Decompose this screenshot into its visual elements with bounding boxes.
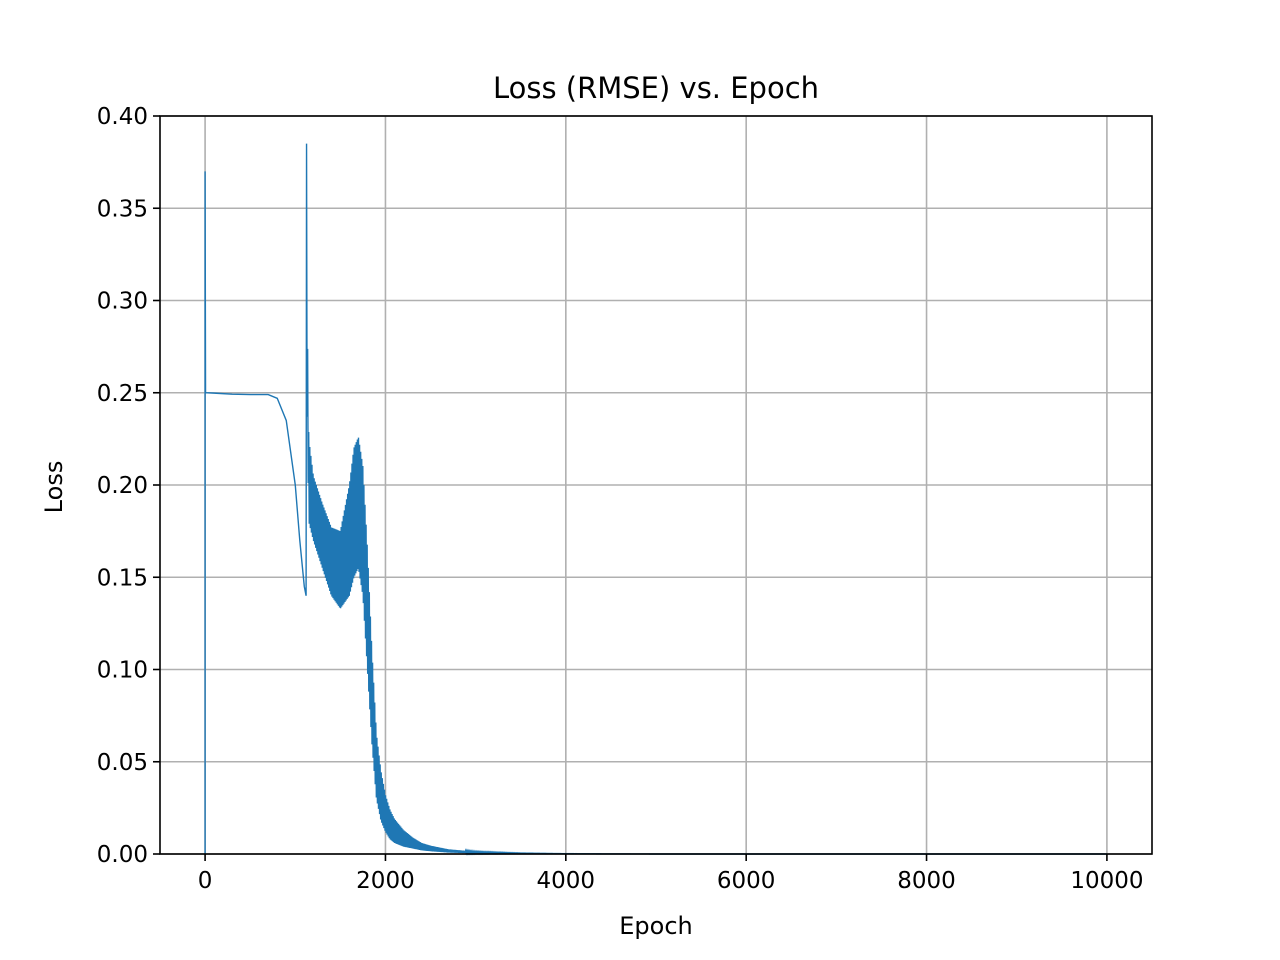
y-tick-label: 0.30 bbox=[97, 289, 148, 315]
grid-layer bbox=[160, 115, 1152, 855]
y-tick-label: 0.05 bbox=[97, 750, 148, 776]
x-tick-label: 8000 bbox=[897, 868, 956, 894]
y-tick-label: 0.20 bbox=[97, 473, 148, 499]
y-tick-label: 0.25 bbox=[97, 381, 148, 407]
y-axis-label: Loss bbox=[40, 461, 68, 514]
x-tick-label: 10000 bbox=[1070, 868, 1143, 894]
x-tick-label: 0 bbox=[198, 868, 213, 894]
x-tick-label: 2000 bbox=[356, 868, 415, 894]
tick-layer: 0 2000 4000 6000 8000 10000 0.00 0.05 0.10 0.15 0.… bbox=[97, 104, 1144, 894]
chart-title: Loss (RMSE) vs. Epoch bbox=[493, 71, 819, 105]
y-tick-label: 0.00 bbox=[97, 842, 148, 868]
x-tick-label: 6000 bbox=[717, 868, 776, 894]
x-axis-label: Epoch bbox=[619, 912, 693, 940]
y-tick-label: 0.10 bbox=[97, 658, 148, 684]
y-tick-label: 0.35 bbox=[97, 196, 148, 222]
x-tick-label: 4000 bbox=[537, 868, 596, 894]
y-tick-label: 0.40 bbox=[97, 104, 148, 130]
y-tick-label: 0.15 bbox=[97, 565, 148, 591]
